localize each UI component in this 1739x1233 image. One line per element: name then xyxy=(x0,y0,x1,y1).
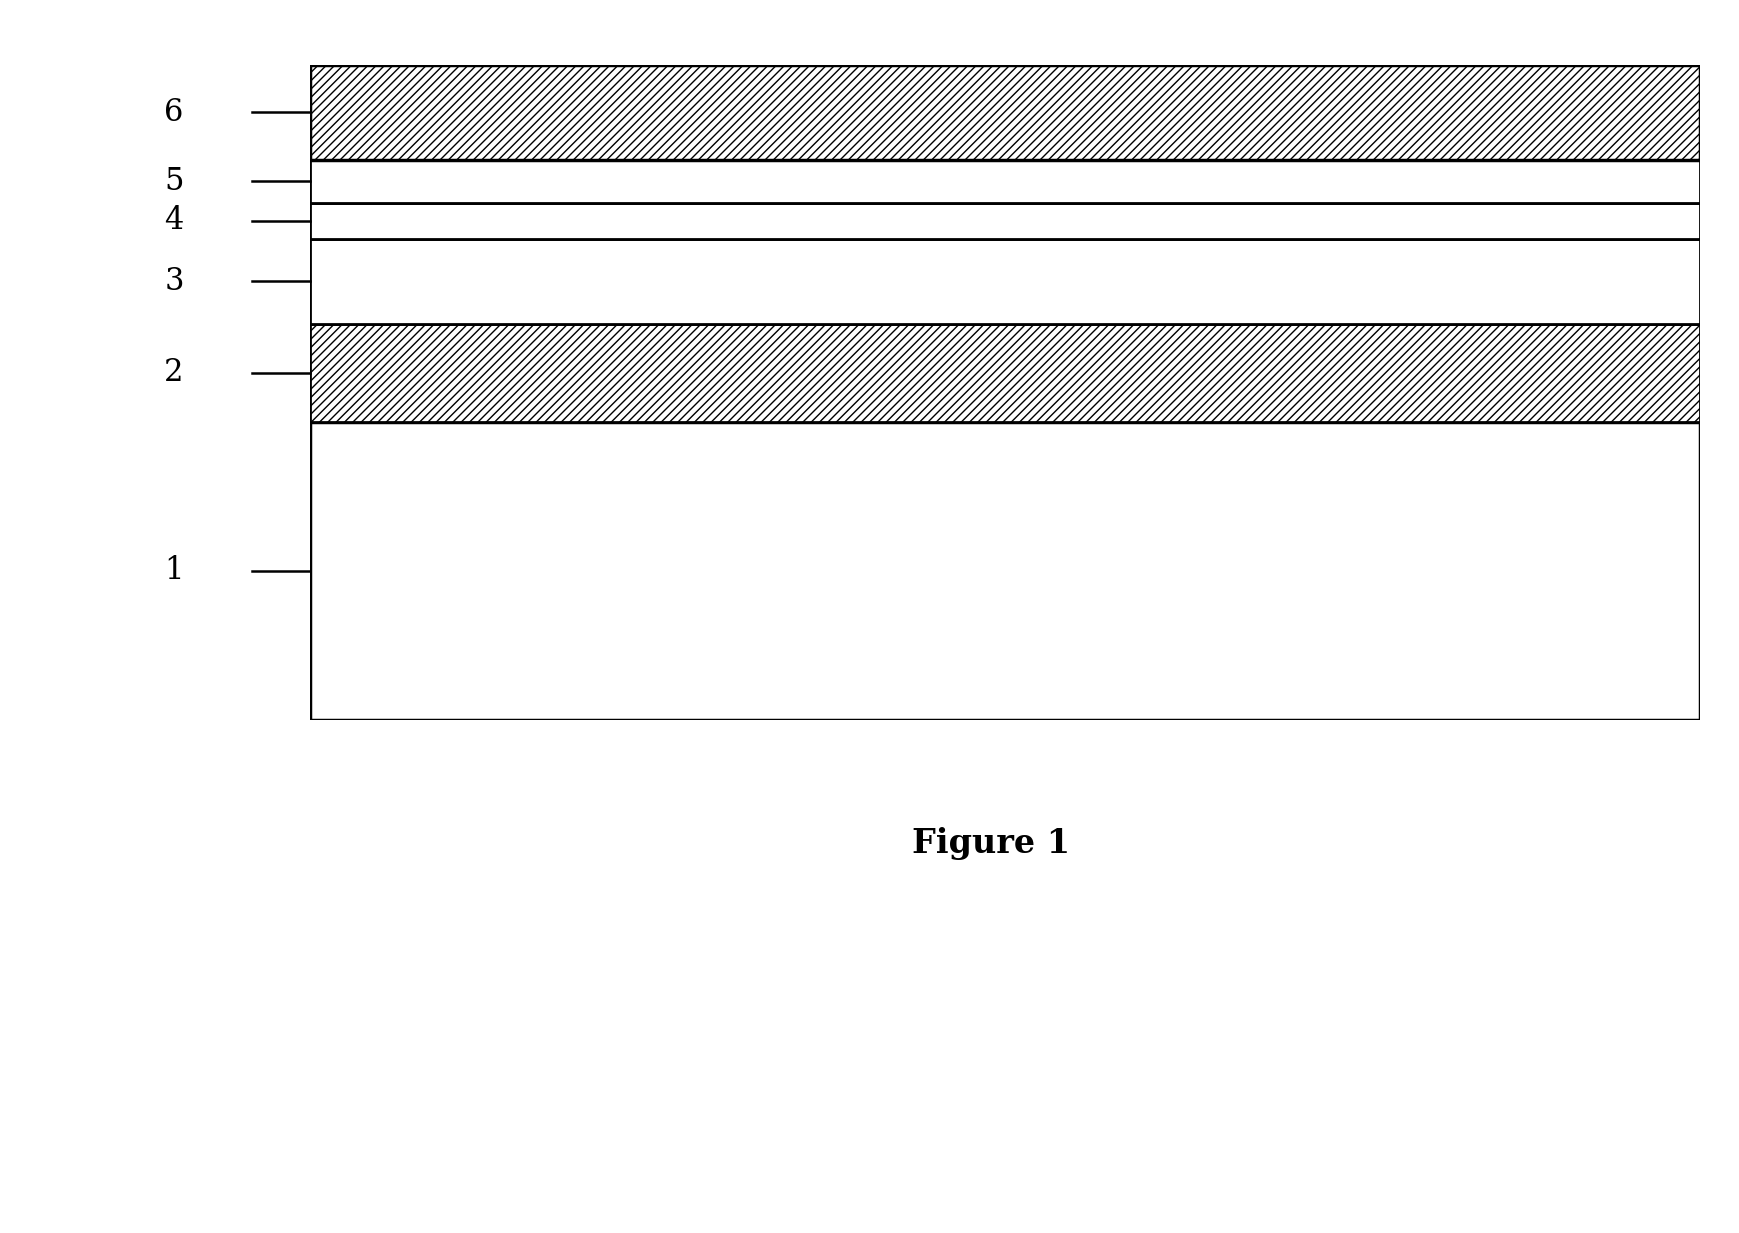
Bar xyxy=(310,324,1701,422)
Bar xyxy=(310,238,1701,324)
Bar xyxy=(310,202,1701,238)
Bar xyxy=(310,160,1701,202)
Text: 5: 5 xyxy=(163,165,184,197)
Text: 6: 6 xyxy=(163,97,184,128)
Text: 3: 3 xyxy=(163,265,184,297)
Text: 2: 2 xyxy=(163,358,184,388)
Text: 4: 4 xyxy=(163,205,184,236)
Bar xyxy=(310,422,1701,720)
Text: Figure 1: Figure 1 xyxy=(913,827,1069,859)
Bar xyxy=(310,65,1701,160)
Text: 1: 1 xyxy=(163,556,184,587)
